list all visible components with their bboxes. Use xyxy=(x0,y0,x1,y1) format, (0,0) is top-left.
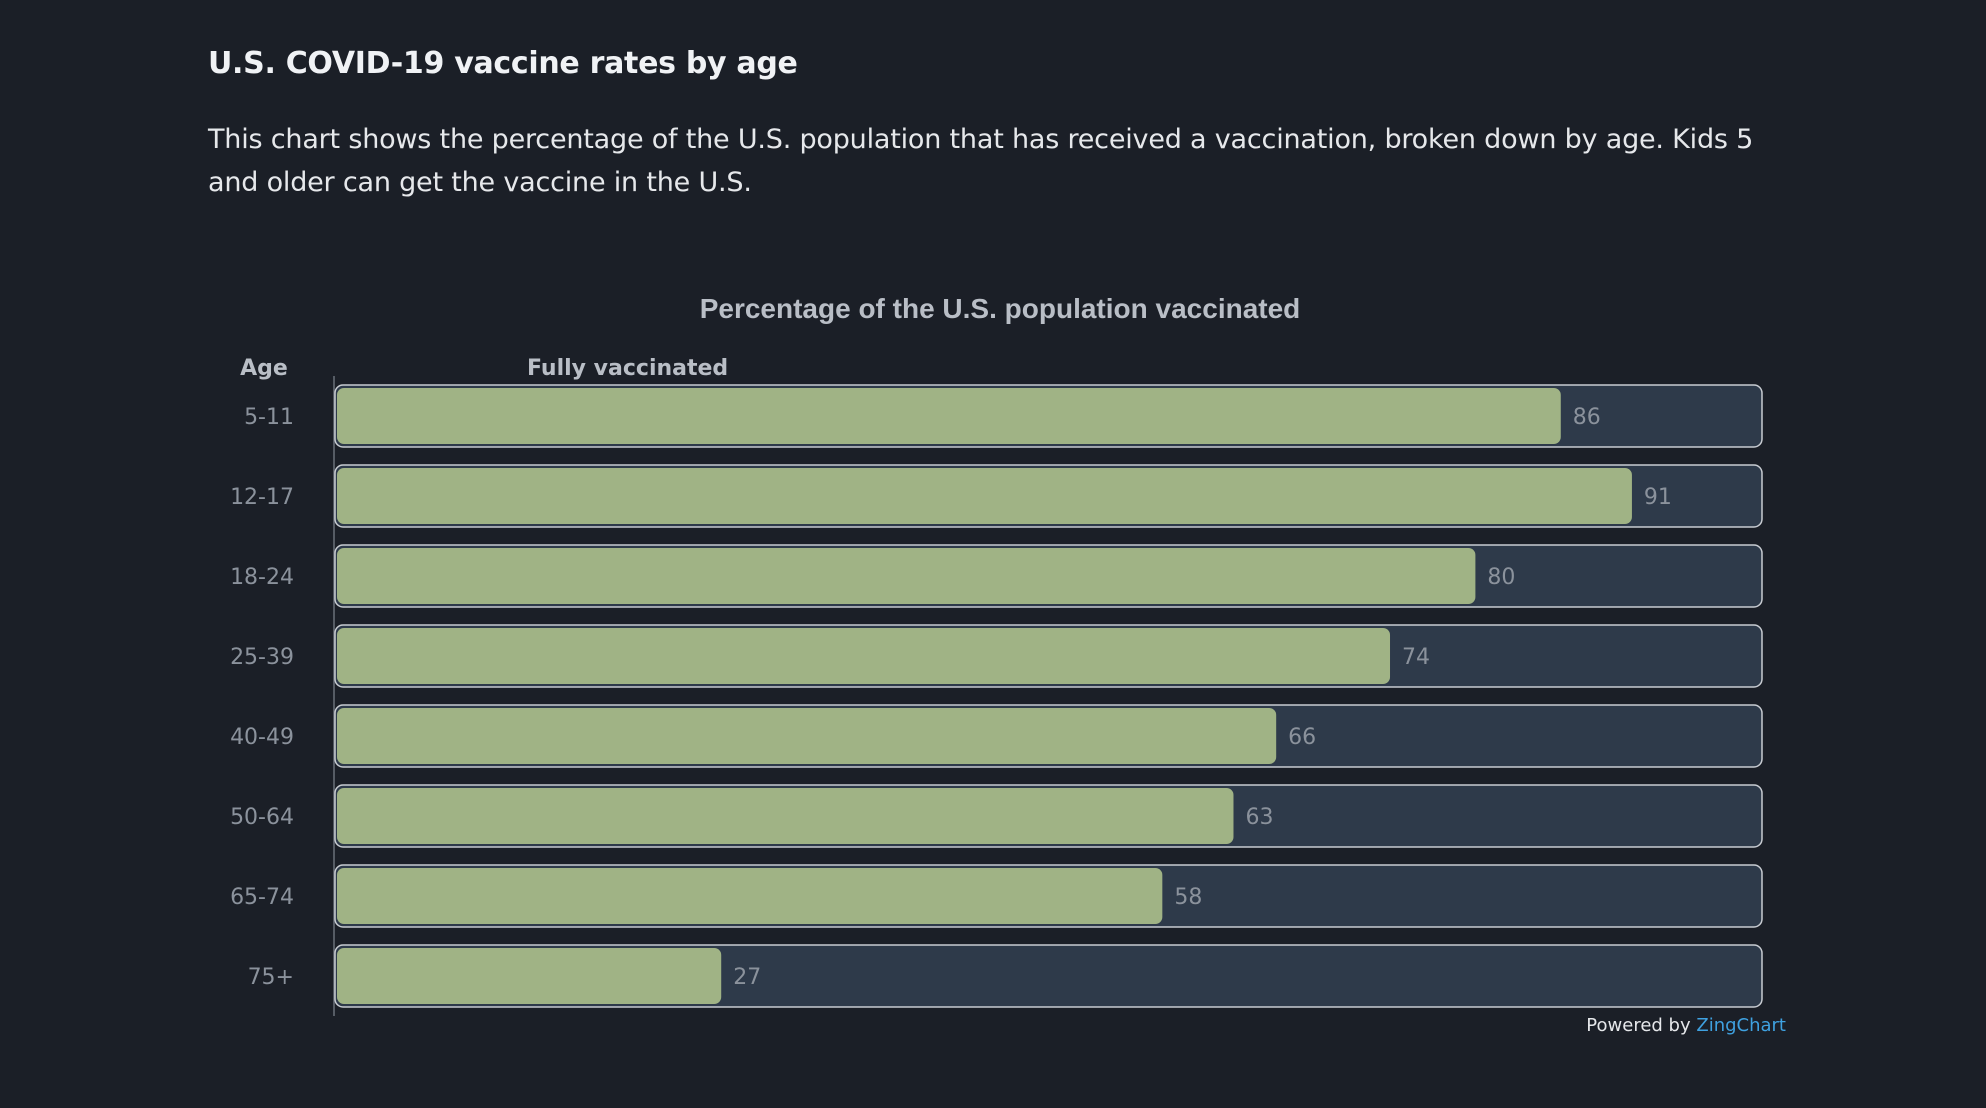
category-label: 40-49 xyxy=(230,725,294,750)
category-label: 50-64 xyxy=(230,805,294,830)
bar-25-39[interactable] xyxy=(337,628,1391,684)
value-label: 74 xyxy=(1402,645,1430,670)
value-label: 80 xyxy=(1487,565,1515,590)
y-axis-label: Age xyxy=(240,356,288,381)
bar-5-11[interactable] xyxy=(337,388,1561,444)
bar-50-64[interactable] xyxy=(337,788,1234,844)
bar-40-49[interactable] xyxy=(337,708,1277,764)
category-label: 25-39 xyxy=(230,645,294,670)
category-label: 75+ xyxy=(248,965,294,990)
value-label: 91 xyxy=(1644,485,1672,510)
category-label: 5-11 xyxy=(244,405,294,430)
chart-title: Percentage of the U.S. population vaccin… xyxy=(700,293,1301,324)
powered-by-text: Powered by xyxy=(1586,1015,1691,1036)
powered-by[interactable]: Powered by ZingChart xyxy=(1586,1015,1786,1036)
bar-65-74[interactable] xyxy=(337,868,1163,924)
series-label: Fully vaccinated xyxy=(527,356,728,381)
bar-12-17[interactable] xyxy=(337,468,1632,524)
bar-75+[interactable] xyxy=(337,948,722,1004)
value-label: 58 xyxy=(1174,885,1202,910)
value-label: 86 xyxy=(1573,405,1601,430)
bar-18-24[interactable] xyxy=(337,548,1476,604)
page-heading: U.S. COVID-19 vaccine rates by age xyxy=(208,46,798,81)
value-label: 66 xyxy=(1288,725,1316,750)
value-label: 27 xyxy=(733,965,761,990)
category-label: 65-74 xyxy=(230,885,294,910)
value-label: 63 xyxy=(1245,805,1273,830)
page-description: This chart shows the percentage of the U… xyxy=(208,124,1754,198)
category-label: 18-24 xyxy=(230,565,294,590)
zingchart-link[interactable]: ZingChart xyxy=(1696,1015,1786,1036)
bars-group: 86 5-11 91 12-17 80 18-24 74 25-39 66 40-49 63 50-6… xyxy=(230,384,1763,1008)
category-label: 12-17 xyxy=(230,485,294,510)
